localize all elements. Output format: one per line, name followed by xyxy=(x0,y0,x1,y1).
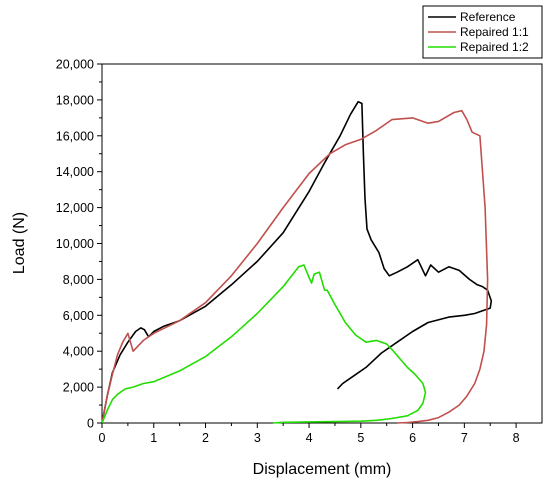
y-tick-label: 2,000 xyxy=(63,381,94,395)
plot-area xyxy=(101,63,543,424)
y-tick-label: 20,000 xyxy=(56,58,94,72)
y-tick-label: 16,000 xyxy=(56,129,94,143)
y-tick-label: 0 xyxy=(87,417,94,431)
y-tick-label: 8,000 xyxy=(63,273,94,287)
legend-label-repaired-1-1: Repaired 1:1 xyxy=(460,25,529,39)
series-line-repaired-1-1 xyxy=(101,109,489,424)
x-axis-title: Displacement (mm) xyxy=(253,461,392,478)
x-tick-label: 4 xyxy=(306,431,313,445)
legend: Reference Repaired 1:1 Repaired 1:2 xyxy=(422,5,543,59)
x-tick-label: 2 xyxy=(202,431,209,445)
series-layer xyxy=(101,100,493,424)
y-axis-title: Load (N) xyxy=(11,212,28,274)
x-tick-label: 5 xyxy=(357,431,364,445)
x-tick-label: 8 xyxy=(513,431,520,445)
plot-frame xyxy=(101,63,543,424)
x-tick-label: 3 xyxy=(254,431,261,445)
x-tick-label: 1 xyxy=(150,431,157,445)
y-tick-label: 10,000 xyxy=(56,237,94,251)
series-line-repaired-1-2 xyxy=(101,264,427,424)
legend-label-reference: Reference xyxy=(460,10,516,24)
y-tick-label: 6,000 xyxy=(63,309,94,323)
axes-layer: 0 1 2 3 4 5 6 7 8 0 2,000 4,000 6,000 8,000 10,000 12,0… xyxy=(56,58,520,446)
y-tick-label: 14,000 xyxy=(56,165,94,179)
y-tick-label: 4,000 xyxy=(63,345,94,359)
y-tick-label: 12,000 xyxy=(56,201,94,215)
x-tick-label: 0 xyxy=(99,431,106,445)
series-line-reference xyxy=(101,100,493,424)
x-tick-label: 6 xyxy=(409,431,416,445)
legend-label-repaired-1-2: Repaired 1:2 xyxy=(460,40,529,54)
y-tick-label: 18,000 xyxy=(56,93,94,107)
x-tick-label: 7 xyxy=(461,431,468,445)
